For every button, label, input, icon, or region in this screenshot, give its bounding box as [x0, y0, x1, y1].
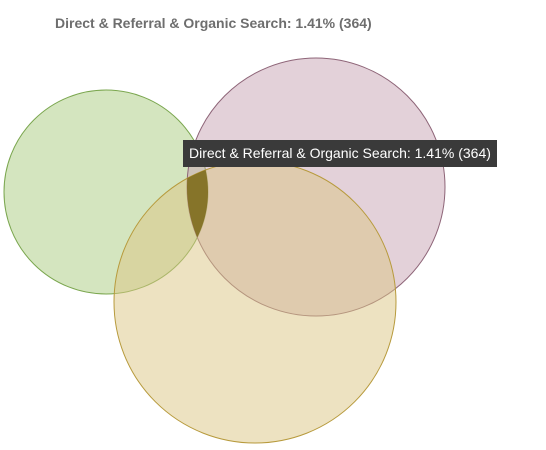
- venn-circle-organic-search[interactable]: [113, 160, 397, 444]
- chart-title: Direct & Referral & Organic Search: 1.41…: [55, 15, 372, 31]
- hover-tooltip: Direct & Referral & Organic Search: 1.41…: [183, 140, 497, 167]
